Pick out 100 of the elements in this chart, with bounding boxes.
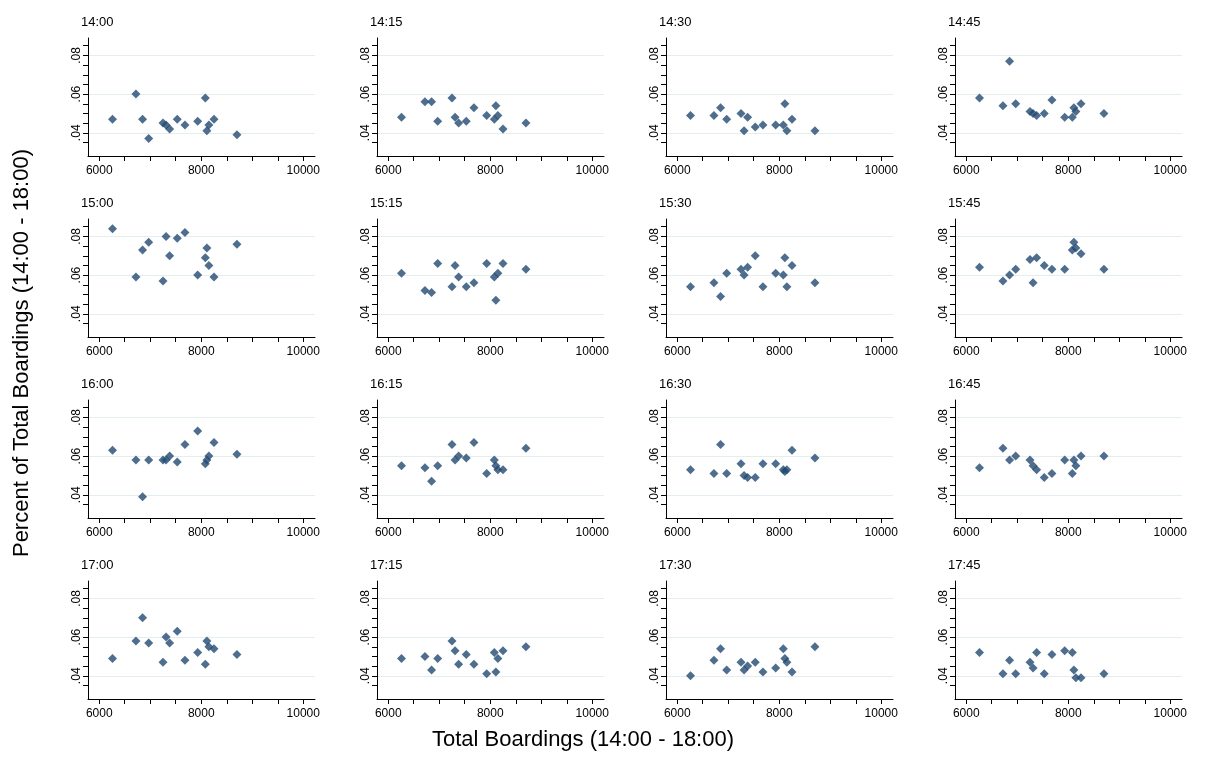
y-tick-label: .04 [69,305,83,323]
y-tick-label: .08 [358,589,372,607]
x-tick-label: 6000 [85,344,113,358]
y-tick-label: .08 [936,589,950,607]
chart-title: 15:00 [81,195,114,210]
x-tick-label: 10000 [1153,525,1188,539]
x-tick-label: 10000 [864,163,899,177]
chart-title: 14:30 [659,14,692,29]
x-tick-label: 8000 [765,163,793,177]
x-tick-label: 10000 [864,525,899,539]
x-tick-label: 6000 [663,163,691,177]
y-tick-label: .06 [647,85,661,103]
chart-title: 15:30 [659,195,692,210]
y-axis-title: Percent of Total Boardings (14:00 - 18:00) [8,147,34,560]
y-tick-label: .04 [358,124,372,142]
y-tick-label: .04 [647,124,661,142]
x-tick-label: 8000 [476,525,504,539]
y-tick-label: .06 [358,85,372,103]
y-tick-label: .08 [647,227,661,245]
x-tick-label: 6000 [952,706,980,720]
x-tick-label: 6000 [374,706,402,720]
x-tick-label: 10000 [575,344,610,358]
y-tick-label: .08 [358,408,372,426]
y-tick-label: .08 [647,408,661,426]
chart-title: 16:00 [81,376,114,391]
x-tick-label: 10000 [575,525,610,539]
x-tick-label: 8000 [187,163,215,177]
chart-title: 16:45 [948,376,981,391]
y-tick-label: .04 [936,667,950,685]
y-tick-label: .04 [69,124,83,142]
chart-title: 17:45 [948,557,981,572]
y-tick-label: .06 [936,447,950,465]
y-tick-label: .06 [69,266,83,284]
x-tick-label: 10000 [1153,706,1188,720]
y-tick-label: .08 [69,227,83,245]
y-tick-label: .08 [69,46,83,64]
x-tick-label: 8000 [187,706,215,720]
y-tick-label: .04 [358,305,372,323]
chart-title: 17:00 [81,557,114,572]
x-tick-label: 6000 [374,163,402,177]
x-tick-label: 10000 [286,706,321,720]
x-axis-title: Total Boardings (14:00 - 18:00) [430,726,736,752]
x-tick-label: 6000 [663,344,691,358]
chart-title: 15:45 [948,195,981,210]
y-tick-label: .06 [936,266,950,284]
chart-title: 17:15 [370,557,403,572]
x-tick-label: 6000 [374,344,402,358]
chart-title: 14:15 [370,14,403,29]
y-tick-label: .06 [936,85,950,103]
y-tick-label: .04 [358,667,372,685]
x-tick-label: 10000 [1153,163,1188,177]
x-tick-label: 10000 [575,163,610,177]
y-tick-label: .04 [647,305,661,323]
y-tick-label: .08 [936,46,950,64]
x-tick-label: 10000 [575,706,610,720]
y-tick-label: .08 [358,227,372,245]
x-tick-label: 8000 [1054,706,1082,720]
x-tick-label: 8000 [476,163,504,177]
y-tick-label: .06 [936,628,950,646]
chart-title: 16:30 [659,376,692,391]
x-tick-label: 10000 [864,706,899,720]
x-tick-label: 8000 [476,344,504,358]
y-tick-label: .08 [936,408,950,426]
y-tick-label: .06 [358,447,372,465]
y-tick-label: .08 [647,46,661,64]
chart-title: 14:45 [948,14,981,29]
y-tick-label: .08 [69,589,83,607]
x-tick-label: 8000 [765,525,793,539]
x-tick-label: 8000 [187,525,215,539]
y-tick-label: .08 [69,408,83,426]
x-tick-label: 8000 [187,344,215,358]
chart-title: 17:30 [659,557,692,572]
x-tick-label: 10000 [286,344,321,358]
y-tick-label: .08 [936,227,950,245]
x-tick-label: 6000 [952,525,980,539]
x-tick-label: 6000 [374,525,402,539]
y-tick-label: .08 [647,589,661,607]
y-tick-label: .04 [358,486,372,504]
y-tick-label: .06 [69,628,83,646]
x-tick-label: 6000 [85,525,113,539]
x-tick-label: 8000 [1054,344,1082,358]
chart-title: 16:15 [370,376,403,391]
y-tick-label: .06 [69,447,83,465]
chart-title: 15:15 [370,195,403,210]
x-tick-label: 8000 [765,344,793,358]
x-tick-label: 8000 [476,706,504,720]
y-tick-label: .04 [936,486,950,504]
y-tick-label: .04 [69,486,83,504]
x-tick-label: 8000 [765,706,793,720]
y-tick-label: .06 [358,628,372,646]
y-tick-label: .04 [647,667,661,685]
y-tick-label: .04 [647,486,661,504]
y-tick-label: .08 [358,46,372,64]
x-tick-label: 8000 [1054,525,1082,539]
y-tick-label: .06 [647,628,661,646]
x-tick-label: 10000 [864,344,899,358]
y-tick-label: .06 [647,266,661,284]
x-tick-label: 6000 [85,163,113,177]
x-tick-label: 10000 [1153,344,1188,358]
x-tick-label: 10000 [286,525,321,539]
